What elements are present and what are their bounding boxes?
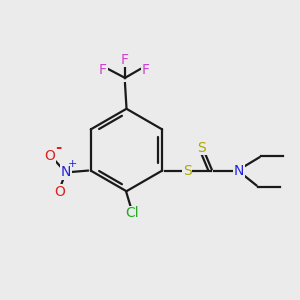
Text: +: + (68, 159, 77, 169)
Text: F: F (99, 64, 107, 77)
Text: N: N (61, 165, 71, 179)
Text: F: F (121, 52, 129, 67)
Text: N: N (233, 164, 244, 178)
Text: -: - (55, 140, 61, 154)
Text: O: O (44, 149, 55, 163)
Text: F: F (142, 64, 150, 77)
Text: Cl: Cl (125, 206, 139, 220)
Text: O: O (54, 185, 65, 199)
Text: S: S (183, 164, 191, 178)
Text: S: S (197, 141, 206, 154)
